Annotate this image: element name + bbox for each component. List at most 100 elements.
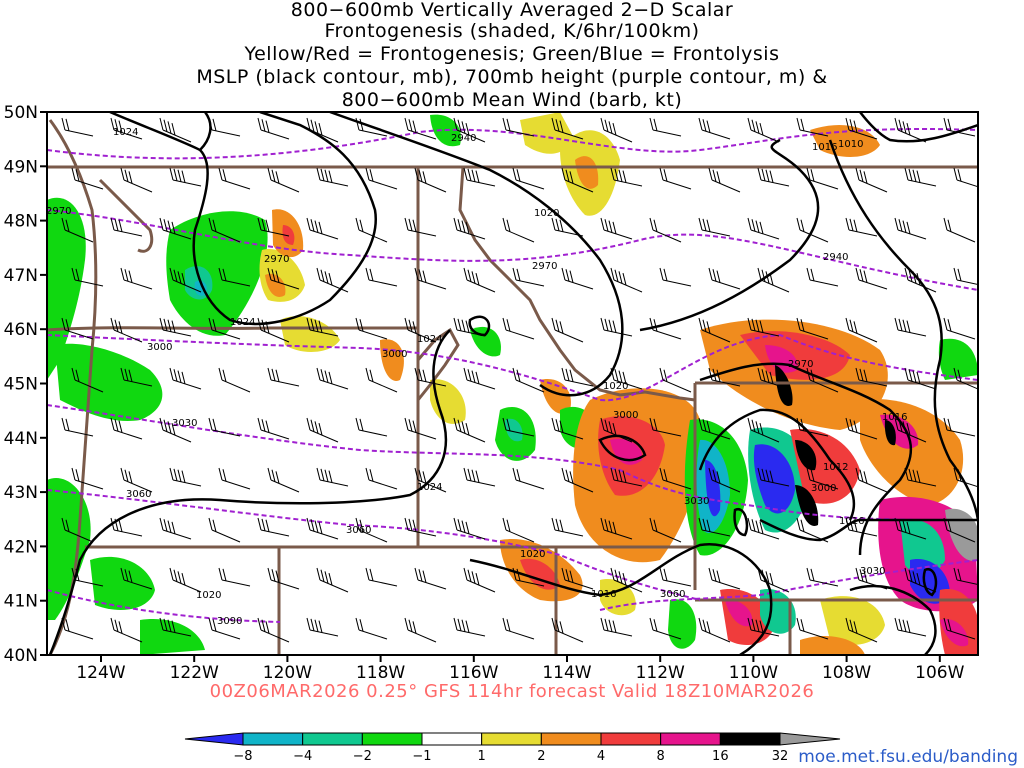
wind-barb <box>110 417 143 440</box>
latitude-axis: 50N 49N 48N 47N 46N 45N 44N 43N 42N 41N 40N <box>4 103 47 666</box>
height-label: 2970 <box>788 359 813 370</box>
wind-barb <box>208 317 241 340</box>
wind-barb <box>953 567 978 586</box>
lon-tick-label: 108W <box>822 663 871 683</box>
credit-link[interactable]: moe.met.fsu.edu/banding <box>798 747 1018 767</box>
wind-barb <box>600 117 633 143</box>
wind-barb <box>551 517 584 537</box>
height-label: 2970 <box>264 254 289 265</box>
wind-barb <box>120 267 153 290</box>
wind-barb <box>904 367 937 390</box>
wind-barb <box>110 317 143 343</box>
colorbar-segment <box>540 732 602 746</box>
wind-barb <box>698 317 731 343</box>
wind-barb <box>855 167 888 193</box>
height-label: 3000 <box>382 349 407 360</box>
height-label: 3030 <box>684 496 709 507</box>
lat-tick-label: 43N <box>4 483 38 503</box>
wind-barb <box>257 517 290 537</box>
wind-barb <box>747 517 780 540</box>
wind-barb <box>208 517 241 543</box>
wind-barb <box>757 567 790 593</box>
wind-barb <box>894 117 927 143</box>
longitude-axis: 124W 122W 120W 118W 116W 114W 112W 110W 108W 106W <box>76 655 965 683</box>
wind-barb <box>169 167 202 187</box>
wind-barb <box>71 167 104 190</box>
wind-barb <box>159 117 192 143</box>
wind-barb <box>610 267 643 293</box>
wind-barb <box>904 467 937 487</box>
wind-barb <box>953 167 978 188</box>
wind-barb <box>757 367 790 390</box>
wind-barb <box>796 117 829 137</box>
wind-barb <box>110 517 143 537</box>
wind-barb <box>316 167 349 187</box>
wind-barb <box>120 367 153 387</box>
title-line-1: 800−600mb Vertically Averaged 2−D Scalar <box>290 0 734 21</box>
wind-barb <box>551 417 584 440</box>
colorbar-segment <box>779 732 841 746</box>
mslp-label: 1024 <box>417 482 442 493</box>
wind-barb <box>120 567 153 590</box>
wind-barb <box>453 617 486 637</box>
wind-barb <box>757 267 790 293</box>
colorbar-segment <box>421 732 483 746</box>
height-label: 3000 <box>147 342 172 353</box>
wind-barb <box>698 517 731 537</box>
wind-barb <box>110 617 143 643</box>
wind-barb <box>306 517 339 540</box>
wind-barb <box>649 317 682 340</box>
wind-barb <box>463 567 496 593</box>
wind-barbs <box>61 117 978 643</box>
wind-barb <box>600 417 633 443</box>
wind-barb <box>502 317 535 340</box>
colorbar-segment <box>184 732 244 746</box>
lat-tick-label: 48N <box>4 212 38 232</box>
wind-barb <box>649 617 682 640</box>
wind-barb <box>453 517 486 540</box>
wind-barb <box>257 217 290 237</box>
wind-barb <box>610 367 643 390</box>
title-line-5: 800−600mb Mean Wind (barb, kt) <box>341 89 683 111</box>
wind-barb <box>806 267 839 287</box>
frontogenesis-shading <box>47 112 978 655</box>
wind-barb <box>71 367 104 393</box>
wind-barb <box>316 567 349 593</box>
wind-barb <box>463 267 496 293</box>
wind-barb <box>747 117 780 143</box>
wind-barb <box>600 217 633 240</box>
height-contours <box>47 128 978 623</box>
lon-tick-label: 106W <box>915 663 964 683</box>
mslp-label: 1016 <box>812 142 837 153</box>
wind-barb <box>502 417 535 437</box>
lat-tick-label: 46N <box>4 320 38 340</box>
wind-barb <box>404 617 437 643</box>
wind-barb <box>659 567 692 587</box>
wind-barb <box>649 517 682 543</box>
wind-barb <box>796 617 829 640</box>
wind-barb <box>267 467 300 493</box>
wind-barb <box>512 467 545 490</box>
height-label: 3060 <box>126 489 151 500</box>
mslp-label: 1016 <box>839 516 864 527</box>
wind-barb <box>257 117 290 140</box>
mslp-label: 1020 <box>534 208 559 219</box>
wind-barb <box>316 267 349 293</box>
wind-barb <box>218 567 251 587</box>
wind-barb <box>169 567 202 593</box>
title-line-3: Yellow/Red = Frontogenesis; Green/Blue =… <box>244 43 780 65</box>
height-label: 3060 <box>660 589 685 600</box>
wind-barb <box>365 267 398 287</box>
lon-tick-label: 114W <box>542 663 591 683</box>
wind-barb <box>453 317 486 337</box>
wind-barb <box>218 267 251 287</box>
lon-tick-label: 112W <box>636 663 685 683</box>
wind-barb <box>796 517 829 543</box>
wind-barb <box>414 367 447 387</box>
height-label: 3090 <box>217 616 242 627</box>
height-label: 2970 <box>46 206 71 217</box>
wind-barb <box>159 517 192 540</box>
lat-tick-label: 44N <box>4 429 38 449</box>
wind-barb <box>61 117 94 137</box>
wind-barb <box>806 167 839 190</box>
